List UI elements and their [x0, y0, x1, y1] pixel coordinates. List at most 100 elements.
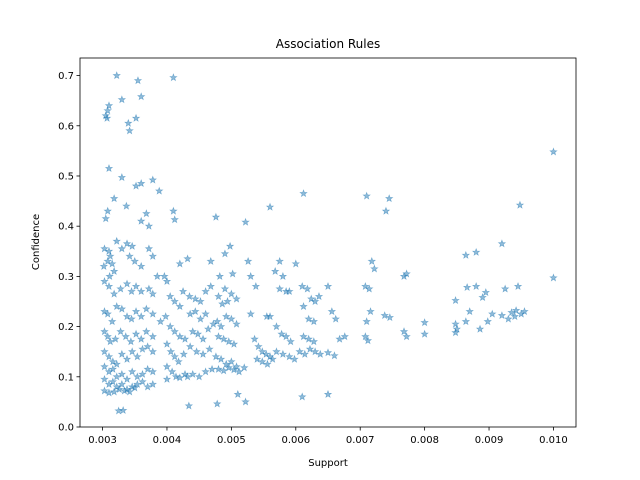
data-point: [109, 289, 119, 298]
data-point: [143, 342, 152, 351]
data-point: [258, 357, 267, 366]
data-point: [118, 405, 128, 415]
data-point: [461, 250, 471, 259]
data-point: [170, 352, 179, 361]
data-point: [549, 147, 558, 156]
data-point: [100, 327, 109, 336]
data-point: [205, 344, 214, 353]
data-point: [229, 365, 239, 374]
data-point: [112, 372, 121, 381]
data-point: [100, 386, 109, 395]
data-point: [120, 386, 129, 395]
data-point: [127, 286, 136, 296]
data-point: [144, 244, 154, 253]
data-point: [175, 332, 185, 341]
data-point: [232, 294, 241, 303]
data-point: [102, 113, 112, 122]
data-point: [109, 387, 119, 396]
data-point: [127, 367, 137, 376]
data-point: [497, 239, 507, 248]
data-point: [323, 281, 333, 291]
data-point: [272, 322, 281, 331]
data-point: [228, 269, 237, 278]
data-point: [103, 256, 112, 265]
data-point: [183, 254, 192, 263]
data-point: [303, 284, 312, 293]
data-point: [451, 328, 460, 337]
data-point: [272, 347, 281, 356]
x-tick-label: 0.007: [346, 435, 375, 446]
data-point: [214, 364, 223, 373]
data-point: [402, 269, 411, 278]
data-point: [100, 276, 109, 286]
data-point: [165, 292, 175, 301]
data-point: [131, 307, 141, 316]
data-point: [136, 216, 146, 225]
data-point: [175, 259, 185, 268]
data-point: [220, 284, 230, 293]
y-axis-label: Confidence: [31, 214, 42, 270]
x-axis: 0.003 0.004 0.005 0.006 0.007 0.008 0.009 0.010: [88, 427, 568, 446]
data-point: [246, 271, 255, 280]
data-point: [198, 349, 208, 358]
x-tick-label: 0.009: [475, 435, 504, 446]
data-point: [104, 281, 114, 291]
data-point: [225, 241, 235, 250]
data-point: [165, 322, 175, 331]
data-point: [207, 364, 217, 373]
data-point: [193, 329, 203, 338]
data-point: [309, 317, 319, 326]
data-point: [363, 336, 373, 345]
y-tick-label: 0.0: [58, 423, 74, 434]
y-tick-label: 0.3: [58, 272, 74, 283]
data-point: [220, 249, 230, 258]
data-point: [201, 367, 210, 376]
data-point: [124, 118, 133, 127]
data-point: [127, 241, 137, 250]
data-point: [206, 281, 216, 291]
data-point: [223, 297, 232, 306]
data-point: [142, 304, 151, 313]
data-point: [104, 246, 114, 255]
data-point: [103, 206, 112, 215]
data-point: [335, 334, 344, 343]
data-point: [291, 259, 301, 268]
data-point: [281, 332, 291, 341]
data-point: [170, 327, 179, 336]
data-point: [131, 281, 141, 291]
data-point: [116, 284, 125, 293]
data-point: [133, 76, 143, 85]
y-axis: 0.0 0.1 0.2 0.3 0.4 0.5 0.6 0.7: [58, 71, 80, 434]
data-point: [100, 244, 109, 253]
data-point: [305, 344, 315, 353]
data-point: [270, 266, 280, 275]
data-point: [234, 367, 244, 376]
data-point: [133, 379, 142, 388]
data-point: [227, 289, 236, 298]
data-point: [215, 271, 225, 281]
data-point: [103, 332, 112, 341]
y-tick-label: 0.7: [58, 71, 74, 82]
data-point: [384, 194, 394, 203]
data-point: [278, 271, 288, 280]
data-point: [194, 372, 204, 381]
data-point: [160, 271, 169, 281]
x-tick-label: 0.005: [217, 435, 246, 446]
data-point: [471, 281, 481, 291]
data-point: [191, 294, 200, 303]
data-point: [258, 347, 267, 356]
data-point: [515, 200, 525, 209]
data-point: [180, 334, 190, 343]
data-point: [451, 319, 460, 328]
data-point: [104, 101, 114, 110]
data-point: [481, 287, 491, 297]
data-point: [122, 374, 132, 383]
data-point: [261, 349, 271, 358]
data-point: [285, 286, 294, 296]
data-point: [178, 286, 188, 296]
data-point: [497, 311, 507, 320]
data-point: [381, 206, 391, 215]
data-point: [367, 256, 377, 265]
data-point: [136, 261, 146, 270]
data-point: [214, 332, 223, 341]
